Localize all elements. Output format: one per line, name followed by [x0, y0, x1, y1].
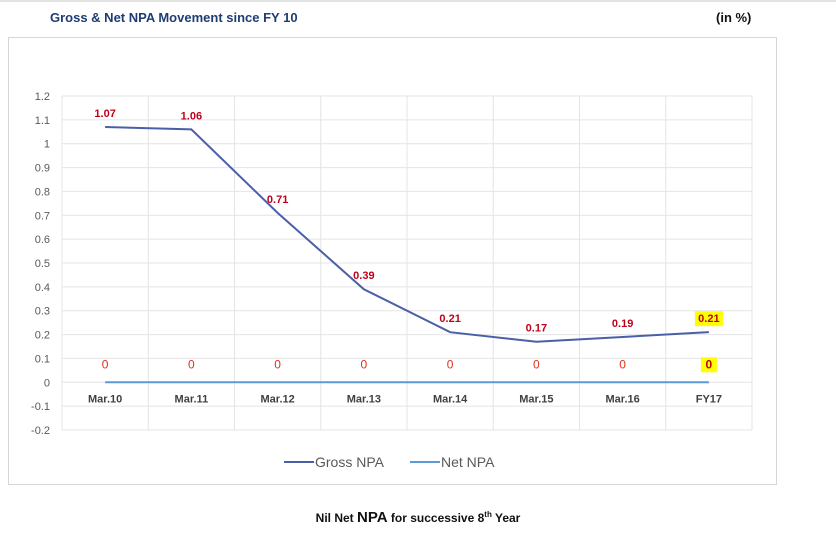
footer-pre: Nil Net	[315, 511, 357, 525]
net-npa-data-label: 0	[706, 357, 713, 371]
y-tick-label: 0.7	[35, 210, 50, 222]
gross-npa-line	[105, 126, 709, 343]
gross-npa-data-label: 1.06	[181, 110, 202, 122]
footer-post: Year	[491, 511, 521, 525]
footer-npa: NPA	[357, 509, 388, 526]
x-tick-label: Mar.13	[347, 393, 381, 405]
y-tick-label: 0.6	[35, 234, 50, 246]
y-tick-label: 1.1	[35, 115, 50, 127]
y-tick-label: 0.9	[35, 163, 50, 175]
x-tick-label: Mar.15	[519, 393, 553, 405]
footer-note: Nil Net NPA for successive 8th Year	[0, 509, 836, 526]
y-tick-label: -0.2	[31, 425, 50, 437]
y-tick-label: 0	[44, 377, 50, 389]
x-tick-label: Mar.16	[606, 393, 640, 405]
footer-mid: for successive 8	[387, 511, 485, 525]
legend-gross-label: Gross NPA	[315, 454, 385, 470]
y-tick-label: -0.1	[31, 401, 50, 413]
net-npa-data-label: 0	[102, 357, 109, 371]
y-tick-label: 0.5	[35, 258, 50, 270]
net-npa-data-label: 0	[533, 357, 540, 371]
gross-npa-data-label: 0.71	[267, 194, 288, 206]
x-tick-label: Mar.12	[261, 393, 295, 405]
x-tick-label: Mar.14	[433, 393, 468, 405]
gross-npa-data-label: 0.21	[439, 313, 460, 325]
y-tick-label: 1.2	[35, 91, 50, 103]
y-tick-label: 1	[44, 139, 50, 151]
x-tick-label: FY17	[696, 393, 722, 405]
net-npa-data-label: 0	[447, 357, 454, 371]
x-tick-label: Mar.11	[175, 393, 209, 405]
y-tick-label: 0.8	[35, 186, 50, 198]
gross-npa-data-label: 1.07	[94, 108, 115, 120]
net-npa-data-label: 0	[274, 357, 281, 371]
y-tick-label: 0.4	[35, 282, 50, 294]
gross-npa-data-label: 0.17	[526, 323, 547, 335]
unit-label: (in %)	[716, 10, 752, 25]
x-tick-label: Mar.10	[88, 393, 122, 405]
net-npa-data-label: 0	[619, 357, 626, 371]
footer-sup: th	[484, 510, 492, 519]
label-highlight	[700, 357, 717, 373]
net-npa-data-label: 0	[188, 357, 195, 371]
top-divider	[0, 0, 836, 2]
chart-title: Gross & Net NPA Movement since FY 10	[50, 10, 298, 25]
legend-net-label: Net NPA	[441, 454, 495, 470]
net-npa-data-label: 0	[361, 357, 368, 371]
chart-frame	[8, 37, 777, 485]
y-tick-label: 0.2	[35, 330, 50, 342]
gross-npa-data-label: 0.21	[698, 313, 719, 325]
y-tick-label: 0.1	[35, 353, 50, 365]
label-highlight	[694, 311, 723, 327]
gross-npa-data-label: 0.19	[612, 318, 633, 330]
gross-npa-data-label: 0.39	[353, 270, 374, 282]
y-tick-label: 0.3	[35, 306, 50, 318]
